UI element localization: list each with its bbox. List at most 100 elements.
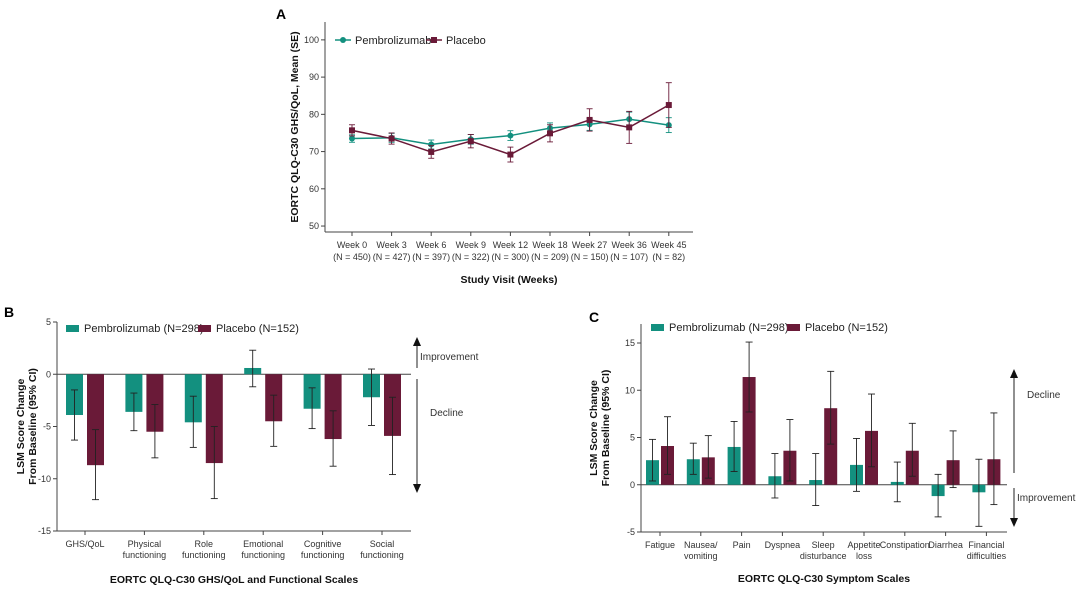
- data-point: [507, 151, 514, 158]
- x-axis-title: EORTC QLQ-C30 Symptom Scales: [738, 573, 910, 585]
- x-tick-label: Constipation: [880, 540, 930, 550]
- x-tick-label: difficulties: [967, 551, 1007, 561]
- y-tick-label: 60: [309, 184, 319, 194]
- x-tick-label: Week 27: [572, 240, 607, 250]
- x-tick-label: Nausea/: [684, 540, 718, 550]
- y-tick-label: 10: [625, 385, 635, 395]
- x-tick-label: Diarrhea: [928, 540, 963, 550]
- bar: [146, 374, 164, 432]
- y-tick-label: -10: [38, 474, 51, 484]
- annotation-up: Improvement: [420, 352, 479, 363]
- legend-label: Placebo (N=152): [805, 322, 888, 334]
- legend-label: Pembrolizumab: [355, 35, 431, 47]
- legend-label: Placebo: [446, 35, 486, 47]
- y-tick-label: 80: [309, 109, 319, 119]
- annotation-up: Decline: [1027, 390, 1061, 401]
- bar: [742, 377, 756, 485]
- x-tick-label: vomiting: [684, 551, 718, 561]
- legend-label: Pembrolizumab (N=298): [669, 322, 789, 334]
- x-tick-label: loss: [856, 551, 873, 561]
- x-tick-label: Dyspnea: [765, 540, 801, 550]
- x-tick-n-label: (N = 397): [412, 252, 450, 262]
- y-tick-label: 5: [630, 433, 635, 443]
- x-tick-n-label: (N = 322): [452, 252, 490, 262]
- x-tick-label: GHS/QoL: [65, 539, 104, 549]
- x-tick-n-label: (N = 82): [652, 252, 685, 262]
- y-axis-title: From Baseline (95% CI): [600, 370, 612, 487]
- annotation-down: Decline: [430, 408, 464, 419]
- y-tick-label: 70: [309, 147, 319, 157]
- data-point: [349, 135, 355, 142]
- bar: [87, 374, 104, 466]
- x-tick-label: functioning: [241, 550, 285, 560]
- panel-label: A: [276, 6, 286, 22]
- arrow-head-icon: [1010, 518, 1018, 527]
- x-axis-title: Study Visit (Weeks): [460, 274, 557, 286]
- data-point: [428, 148, 435, 155]
- arrow-head-icon: [413, 484, 421, 493]
- x-tick-label: functioning: [360, 550, 404, 560]
- x-tick-n-label: (N = 209): [531, 252, 569, 262]
- x-tick-label: Emotional: [243, 539, 283, 549]
- x-tick-label: Week 6: [416, 240, 446, 250]
- x-tick-label: Sleep: [812, 540, 835, 550]
- data-point: [665, 102, 672, 109]
- x-tick-label: Physical: [128, 539, 162, 549]
- legend-swatch: [787, 324, 800, 331]
- data-point: [626, 124, 633, 131]
- x-tick-n-label: (N = 427): [373, 252, 411, 262]
- y-tick-label: 5: [46, 317, 51, 327]
- data-point: [467, 138, 474, 145]
- legend-swatch: [198, 325, 211, 332]
- y-tick-label: -5: [627, 527, 635, 537]
- x-tick-n-label: (N = 450): [333, 252, 371, 262]
- panel-c: C 15 10 5 0 -5 Fatigue Nausea/vomiting Pain Dyspn…: [588, 309, 1076, 585]
- annotation-down: Improvement: [1017, 493, 1076, 504]
- arrow-head-icon: [1010, 369, 1018, 378]
- data-point: [586, 116, 593, 123]
- x-tick-label: functioning: [123, 550, 167, 560]
- panel-label: B: [4, 304, 14, 320]
- x-tick-label: functioning: [301, 550, 345, 560]
- x-tick-label: Cognitive: [304, 539, 342, 549]
- x-tick-label: functioning: [182, 550, 226, 560]
- legend-label: Placebo (N=152): [216, 323, 299, 335]
- y-axis-title: LSM Score Change: [15, 378, 27, 474]
- x-tick-label: Fatigue: [645, 540, 675, 550]
- x-tick-label: Week 18: [532, 240, 567, 250]
- x-tick-label: Pain: [733, 540, 751, 550]
- legend-label: Pembrolizumab (N=298): [84, 323, 204, 335]
- x-tick-label: Financial: [968, 540, 1004, 550]
- x-tick-n-label: (N = 107): [610, 252, 648, 262]
- x-tick-label: Week 12: [493, 240, 528, 250]
- x-tick-label: disturbance: [800, 551, 847, 561]
- arrow-head-icon: [413, 337, 421, 346]
- y-tick-label: 15: [625, 338, 635, 348]
- x-tick-n-label: (N = 150): [571, 252, 609, 262]
- x-tick-label: Role: [195, 539, 214, 549]
- bar: [324, 374, 342, 440]
- bar: [824, 408, 838, 485]
- x-tick-label: Week 3: [376, 240, 406, 250]
- bar: [205, 374, 223, 464]
- data-point: [507, 132, 514, 139]
- x-tick-label: Week 45: [651, 240, 686, 250]
- x-tick-label: Week 36: [612, 240, 647, 250]
- legend-swatch: [66, 325, 79, 332]
- panel-a: A 50 60 70 80 90 100 Week 0 (N = 450) Week 3 (N = …: [276, 6, 693, 286]
- y-tick-label: 100: [304, 35, 319, 45]
- legend-marker: [431, 37, 437, 43]
- x-tick-n-label: (N = 300): [492, 252, 530, 262]
- x-tick-label: Week 9: [456, 240, 486, 250]
- y-axis-title: LSM Score Change: [588, 380, 600, 476]
- y-tick-label: -15: [38, 526, 51, 536]
- y-tick-label: 0: [630, 480, 635, 490]
- legend-marker: [340, 37, 346, 43]
- y-tick-label: 90: [309, 72, 319, 82]
- y-axis-title: From Baseline (95% CI): [27, 368, 39, 485]
- data-point: [349, 127, 355, 134]
- x-tick-label: Social: [370, 539, 395, 549]
- legend-swatch: [651, 324, 664, 331]
